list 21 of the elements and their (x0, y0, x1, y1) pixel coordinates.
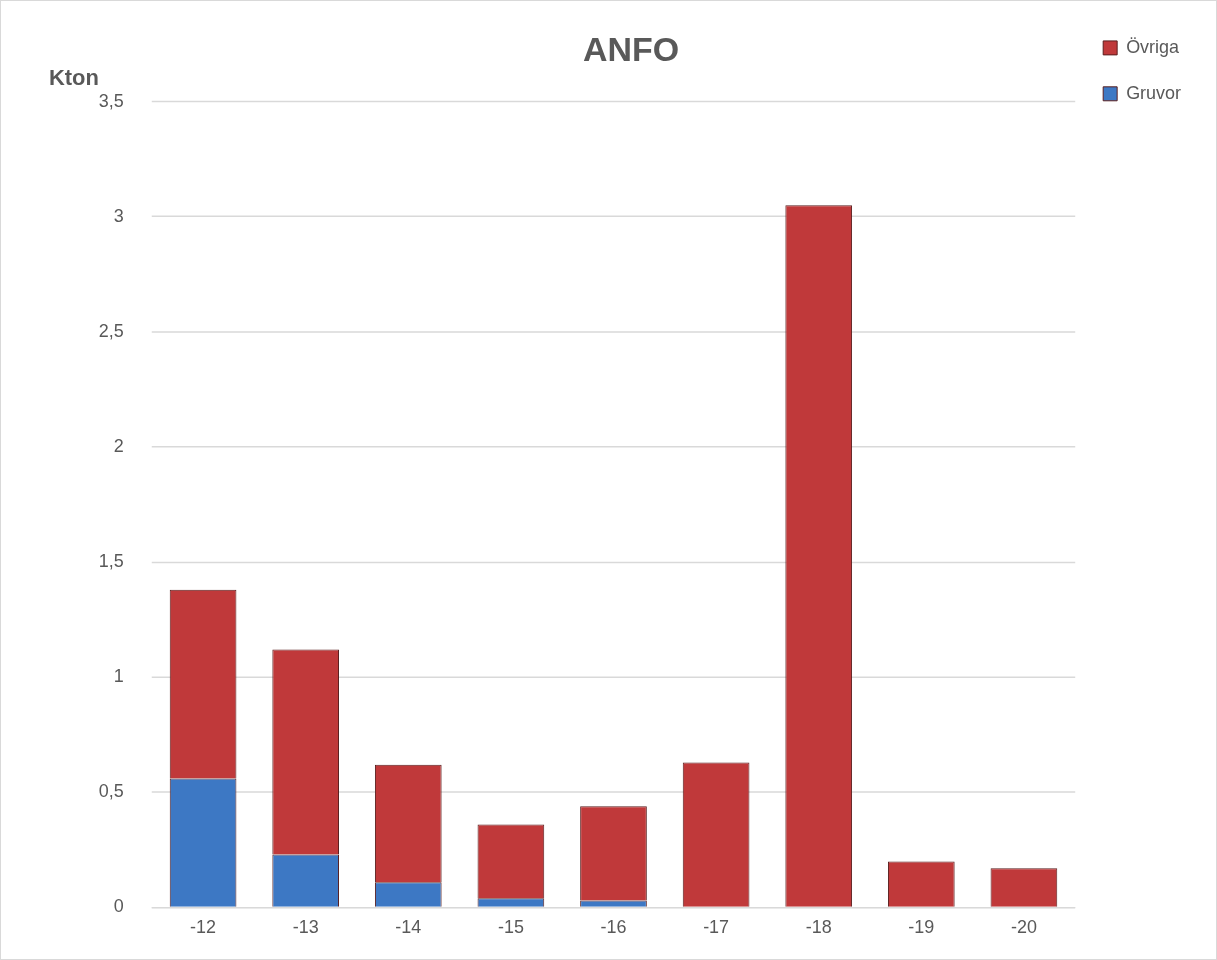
y-tick-label: 3 (113, 205, 124, 226)
y-tick-label: 2 (113, 435, 124, 456)
x-tick-label: -17 (703, 917, 730, 938)
x-tick-label: -16 (600, 917, 627, 938)
y-axis-title: Kton (48, 64, 99, 90)
legend-label: Övriga (1126, 36, 1180, 57)
x-tick-label: -14 (395, 917, 422, 938)
y-tick-label: 2,5 (98, 320, 124, 341)
y-tick-label: 0 (113, 896, 124, 917)
chart-title: ANFO (582, 29, 680, 68)
x-tick-label: -12 (190, 917, 217, 938)
x-tick-label: -15 (497, 917, 524, 938)
x-tick-label: -19 (908, 917, 935, 938)
y-tick-label: 1 (113, 666, 124, 687)
y-tick-label: 1,5 (98, 551, 124, 572)
x-tick-label: -18 (805, 917, 832, 938)
legend-label: Gruvor (1126, 82, 1182, 103)
x-tick-label: -20 (1010, 917, 1037, 938)
y-tick-label: 3,5 (98, 90, 124, 111)
x-tick-label: -13 (292, 917, 319, 938)
y-tick-label: 0,5 (98, 781, 124, 802)
